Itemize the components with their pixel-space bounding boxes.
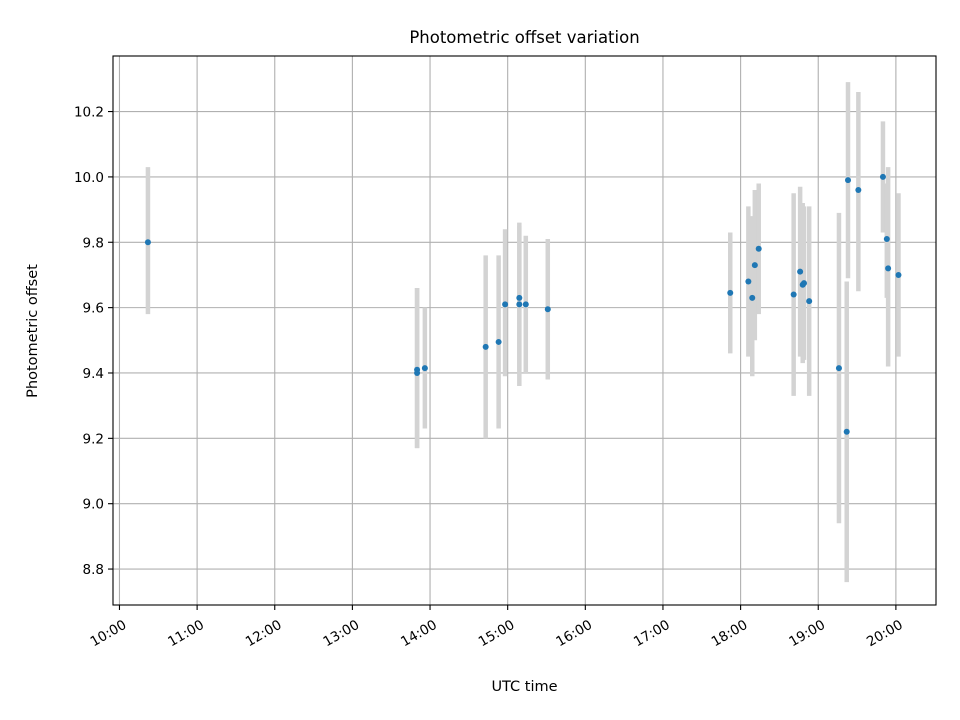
y-tick-label: 9.0	[83, 497, 104, 513]
data-point	[755, 245, 762, 252]
data-point	[144, 239, 151, 246]
data-point	[751, 262, 758, 269]
x-tick-label: 11:00	[165, 617, 207, 650]
data-point	[727, 289, 734, 296]
y-axis-label: Photometric offset	[25, 264, 41, 398]
data-point	[522, 301, 529, 308]
y-tick-label: 9.8	[83, 235, 104, 251]
data-point	[749, 294, 756, 301]
data-point	[843, 428, 850, 435]
data-point	[745, 278, 752, 285]
data-point	[421, 365, 428, 372]
data-point	[790, 291, 797, 298]
y-tick-label: 8.8	[83, 562, 104, 578]
x-tick-label: 17:00	[631, 617, 673, 650]
data-point	[495, 338, 502, 345]
data-point	[801, 280, 808, 287]
x-tick-label: 20:00	[864, 617, 906, 650]
x-tick-label: 16:00	[553, 617, 595, 650]
data-point	[502, 301, 509, 308]
errorbar-layer	[145, 82, 901, 583]
x-tick-label: 15:00	[476, 617, 518, 650]
data-point	[883, 236, 890, 242]
x-tick-label: 12:00	[243, 617, 285, 650]
x-tick-label: 10:00	[88, 617, 130, 650]
data-point	[482, 343, 489, 350]
x-tick-label: 19:00	[786, 617, 828, 650]
data-point	[845, 177, 852, 184]
plot-frame	[112, 55, 937, 606]
x-axis-label: UTC time	[491, 679, 557, 695]
x-axis: 10:00 11:00 12:00 13:00 14:00 15:00 16:00 17:00…	[88, 605, 906, 650]
point-layer	[144, 173, 902, 435]
data-point	[885, 265, 892, 272]
data-point	[516, 294, 523, 301]
data-point	[544, 306, 551, 313]
data-point	[895, 271, 902, 278]
y-tick-label: 9.4	[83, 366, 104, 382]
x-tick-label: 13:00	[320, 617, 362, 650]
data-point	[855, 186, 862, 193]
x-tick-label: 18:00	[709, 617, 751, 650]
y-tick-label: 9.2	[83, 431, 104, 447]
y-tick-label: 10.0	[74, 170, 104, 186]
data-point	[516, 301, 523, 308]
y-tick-label: 9.6	[83, 301, 104, 317]
y-axis: 8.8 9.0 9.2 9.4 9.6 9.8 10.0 10.2	[74, 105, 113, 578]
data-point	[797, 268, 804, 275]
y-tick-label: 10.2	[74, 105, 104, 121]
chart-title: Photometric offset variation	[409, 28, 639, 47]
data-point	[806, 298, 813, 305]
data-point	[414, 366, 421, 373]
data-point	[879, 173, 886, 180]
x-tick-label: 14:00	[398, 617, 440, 650]
data-point	[835, 365, 842, 372]
